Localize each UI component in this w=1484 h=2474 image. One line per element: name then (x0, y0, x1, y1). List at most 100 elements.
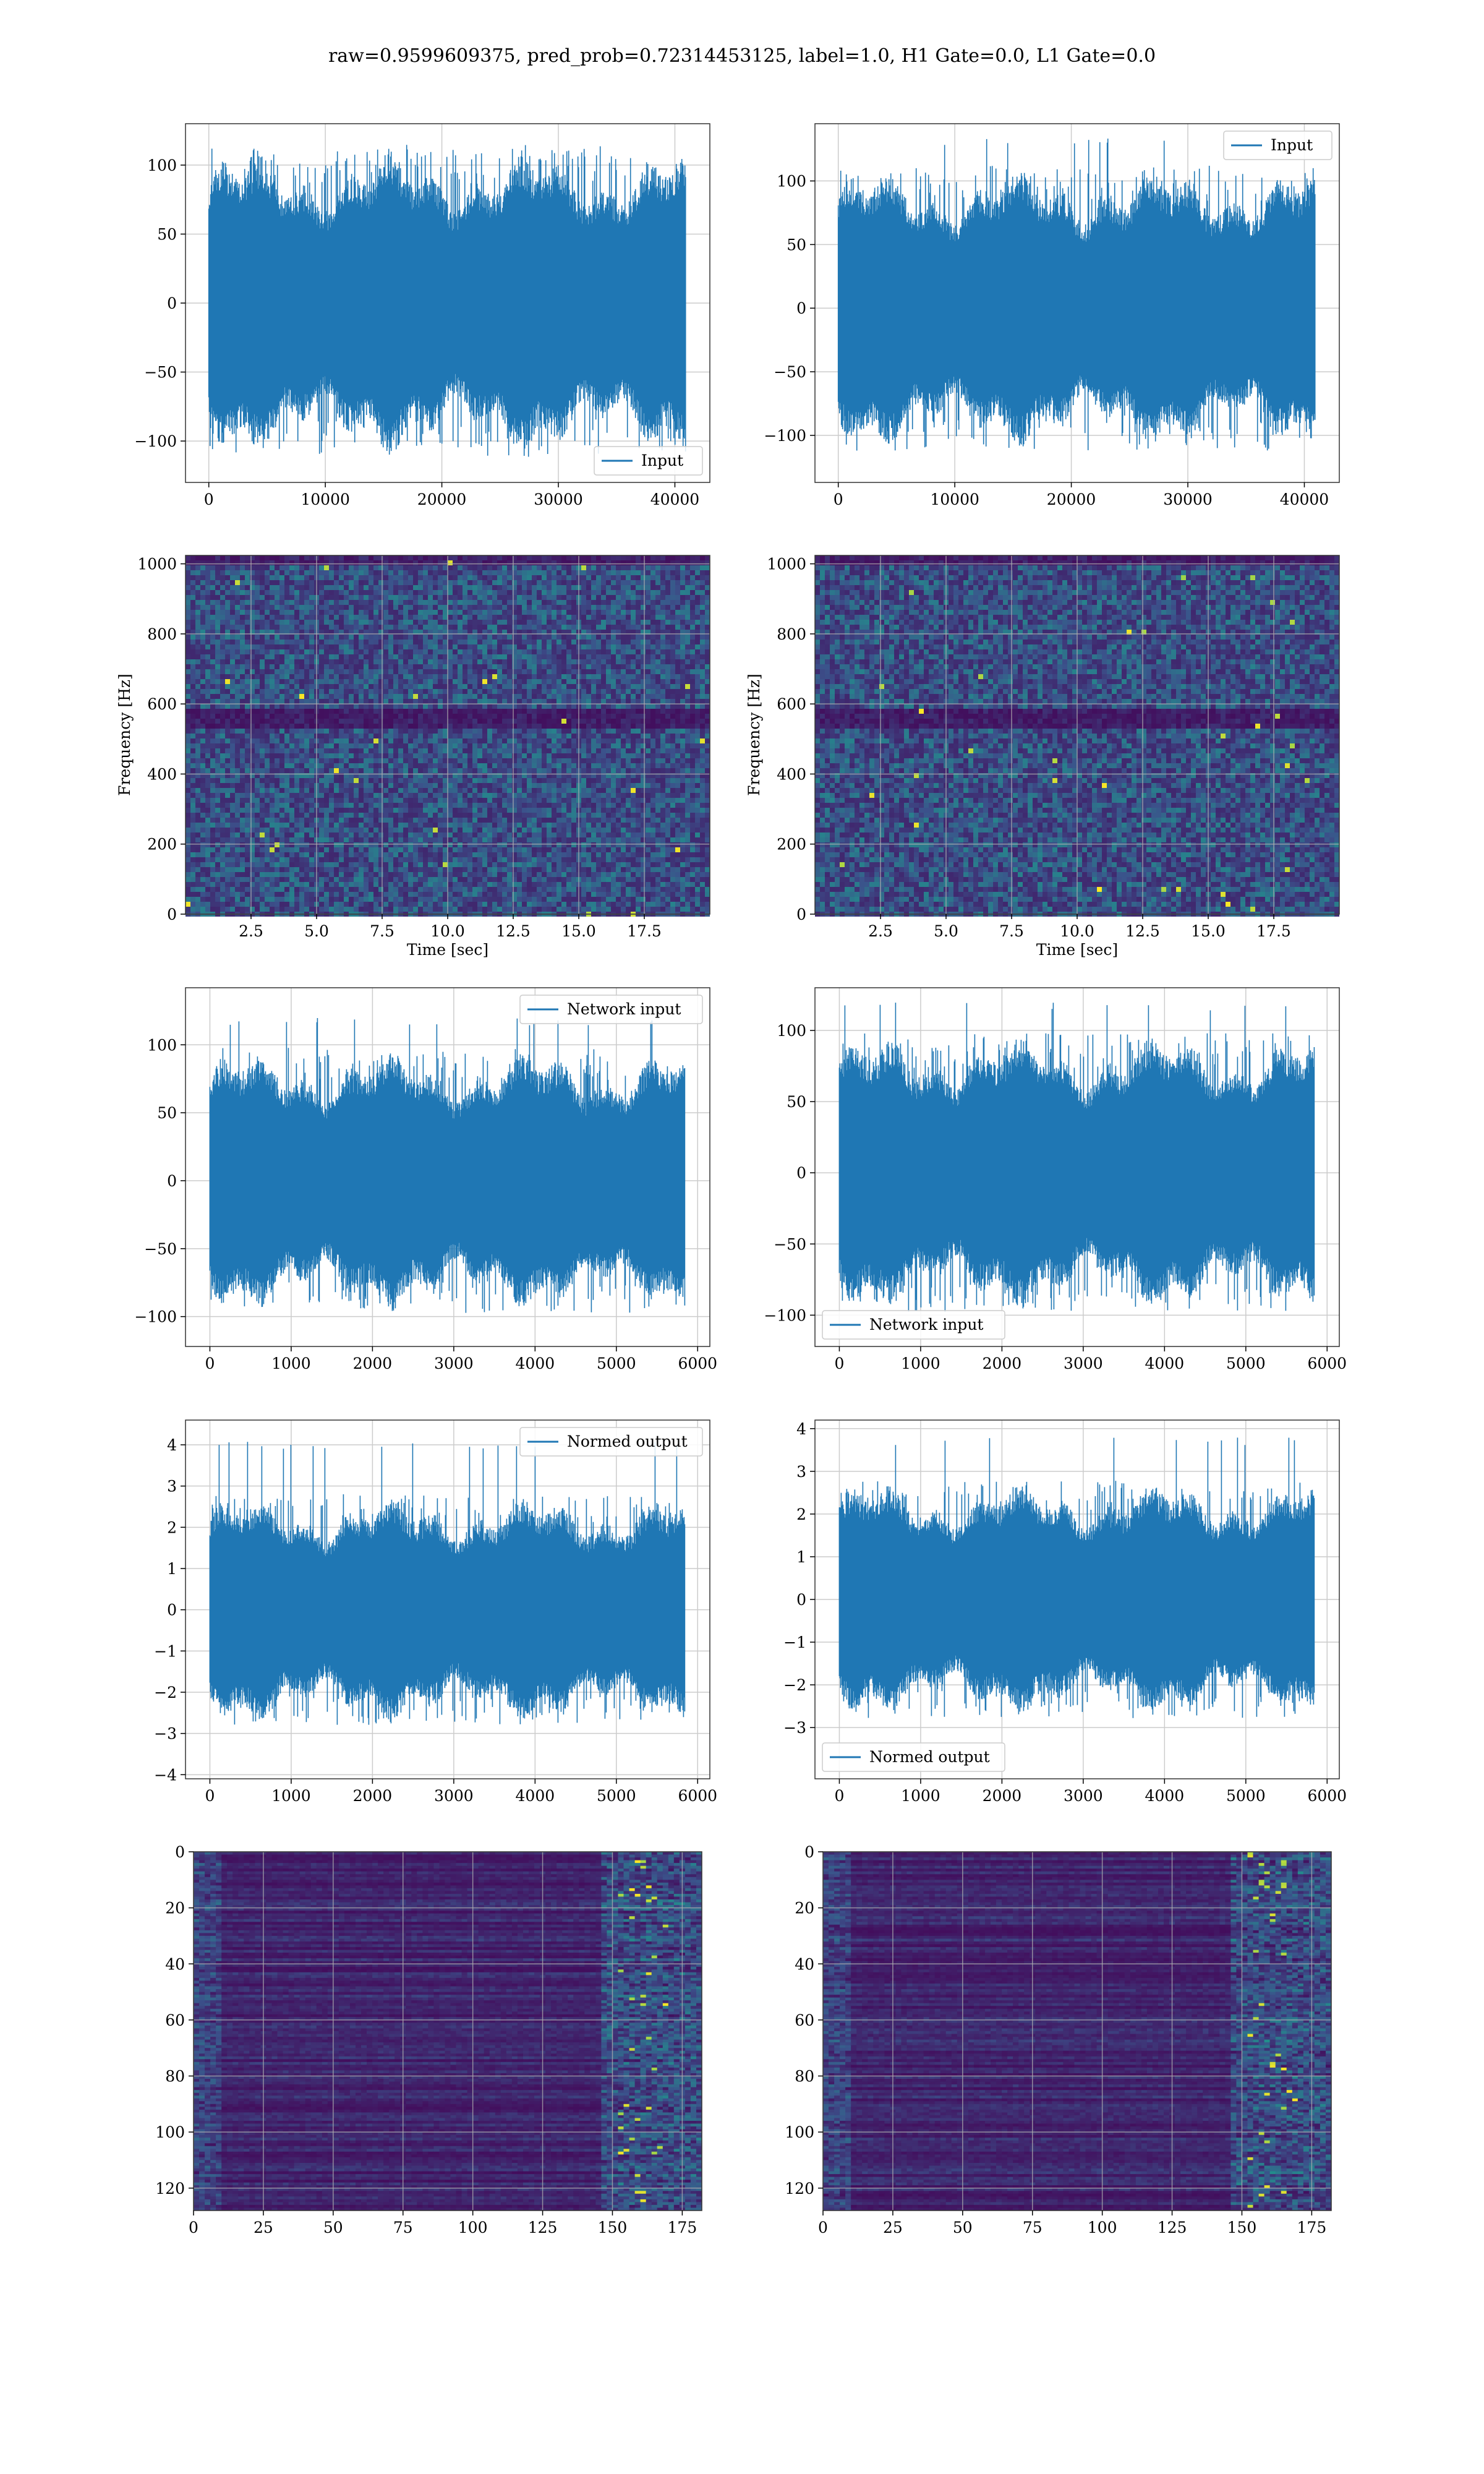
h1-spectrogram-cell (532, 684, 537, 689)
h1-spectrogram-cell (289, 654, 294, 659)
h1-spectrogram-cell (690, 600, 695, 605)
h1-spectrogram-cell (230, 570, 235, 575)
h1-spectrogram-cell (611, 664, 616, 669)
h1-spectrogram-cell (403, 689, 408, 694)
h1-spectrogram-cell (532, 654, 537, 659)
h1-spectrogram-cell (601, 738, 606, 743)
h1-spectrogram-cell (458, 635, 463, 640)
h1-spectrogram-cell (467, 714, 472, 719)
h1-spectrogram-cell (324, 615, 329, 620)
h1-spectrogram-cell (641, 605, 646, 610)
h1-spectrogram-cell (591, 689, 596, 694)
h1-spectrogram-cell (309, 575, 314, 580)
h1-spectrogram-cell (502, 734, 507, 738)
h1-spectrogram-cell (373, 580, 378, 585)
h1-spectrogram-cell (438, 560, 443, 565)
h1-spectrogram-cell (616, 748, 621, 753)
h1-spectrogram-cell (631, 704, 636, 709)
h1-spectrogram-cell (626, 580, 631, 585)
h1-spectrogram-cell (398, 560, 403, 565)
h1-spectrogram-cell (561, 615, 566, 620)
h1-spectrogram-cell (393, 570, 398, 575)
h1-spectrogram-cell (240, 635, 245, 640)
h1-spectrogram-cell (443, 684, 448, 689)
h1-spectrogram-cell (423, 734, 428, 738)
h1-spectrogram-cell (542, 664, 547, 669)
h1-spectrogram-cell (186, 748, 190, 753)
h1-spectrogram-cell (695, 605, 700, 610)
h1-spectrogram-cell (670, 585, 675, 590)
h1-spectrogram-cell (270, 615, 275, 620)
h1-spectrogram-cell (373, 724, 378, 729)
h1-spectrogram-cell (695, 778, 700, 783)
h1-spectrogram-cell (304, 778, 309, 783)
h1-spectrogram-cell (606, 729, 611, 734)
h1-spectrogram-cell (309, 729, 314, 734)
h1-spectrogram-cell (428, 778, 433, 783)
h1-spectrogram-cell (220, 659, 225, 664)
h1-spectrogram-cell (383, 758, 388, 763)
h1-spectrogram-cell (294, 758, 299, 763)
h1-spectrogram-cell (527, 753, 532, 758)
h1-spectrogram-cell (364, 649, 369, 654)
h1-spectrogram-cell (190, 679, 195, 684)
h1-spectrogram-cell (477, 640, 482, 644)
h1-spectrogram-cell (641, 664, 646, 669)
h1-spectrogram-cell (492, 699, 497, 704)
h1-spectrogram-cell (230, 605, 235, 610)
h1-spectrogram-cell (492, 704, 497, 709)
h1-spectrogram-cell (670, 565, 675, 570)
h1-spectrogram-cell (705, 640, 710, 644)
h1-spectrogram-cell (502, 625, 507, 630)
h1-spectrogram-cell (591, 768, 596, 773)
h1-spectrogram-cell (270, 595, 275, 600)
h1-spectrogram-cell (284, 649, 289, 654)
h1-spectrogram-cell (324, 714, 329, 719)
h1-spectrogram-cell (225, 738, 230, 743)
h1-spectrogram-cell (675, 729, 680, 734)
h1-spectrogram-cell (467, 679, 472, 684)
h1-spectrogram-cell (621, 585, 626, 590)
h1-spectrogram-cell (403, 575, 408, 580)
h1-spectrogram-cell (215, 560, 220, 565)
h1-spectrogram-cell (364, 748, 369, 753)
h1-spectrogram-cell (294, 610, 299, 615)
h1-spectrogram-cell (636, 758, 641, 763)
h1-spectrogram-cell (220, 758, 225, 763)
h1-spectrogram-cell (309, 719, 314, 724)
h1-spectrogram-cell (542, 595, 547, 600)
h1-spectrogram-cell (235, 610, 240, 615)
h1-spectrogram-cell (670, 590, 675, 595)
h1-spectrogram-cell (349, 689, 354, 694)
h1-spectrogram-cell (621, 570, 626, 575)
h1-spectrogram-cell (319, 743, 324, 748)
h1-spectrogram-cell (210, 640, 215, 644)
h1-spectrogram-cell (497, 758, 502, 763)
h1-spectrogram-cell (527, 600, 532, 605)
h1-spectrogram-cell (299, 570, 304, 575)
h1-spectrogram-cell (403, 640, 408, 644)
h1-spectrogram-cell (324, 625, 329, 630)
h1-spectrogram-cell (631, 768, 636, 773)
h1-spectrogram-cell (463, 664, 467, 669)
h1-spectrogram-cell (542, 625, 547, 630)
h1-spectrogram-cell (205, 783, 210, 788)
h1-spectrogram-cell (571, 640, 576, 644)
h1-spectrogram-cell (685, 694, 690, 699)
h1-spectrogram-cell (195, 605, 200, 610)
h1-spectrogram-cell (655, 560, 660, 565)
h1-spectrogram-cell (675, 743, 680, 748)
h1-spectrogram-cell (205, 590, 210, 595)
h1-spectrogram-cell (611, 610, 616, 615)
h1-spectrogram-cell (186, 699, 190, 704)
h1-spectrogram-cell (492, 738, 497, 743)
h1-spectrogram-cell (507, 620, 512, 625)
h1-spectrogram-cell (339, 659, 344, 664)
h1-spectrogram-cell (547, 778, 552, 783)
h1-spectrogram-cell (467, 689, 472, 694)
h1-spectrogram-cell (502, 689, 507, 694)
h1-spectrogram-cell (339, 684, 344, 689)
h1-spectrogram-cell (359, 605, 364, 610)
h1-spectrogram-cell (378, 743, 383, 748)
h1-spectrogram-cell (650, 758, 655, 763)
